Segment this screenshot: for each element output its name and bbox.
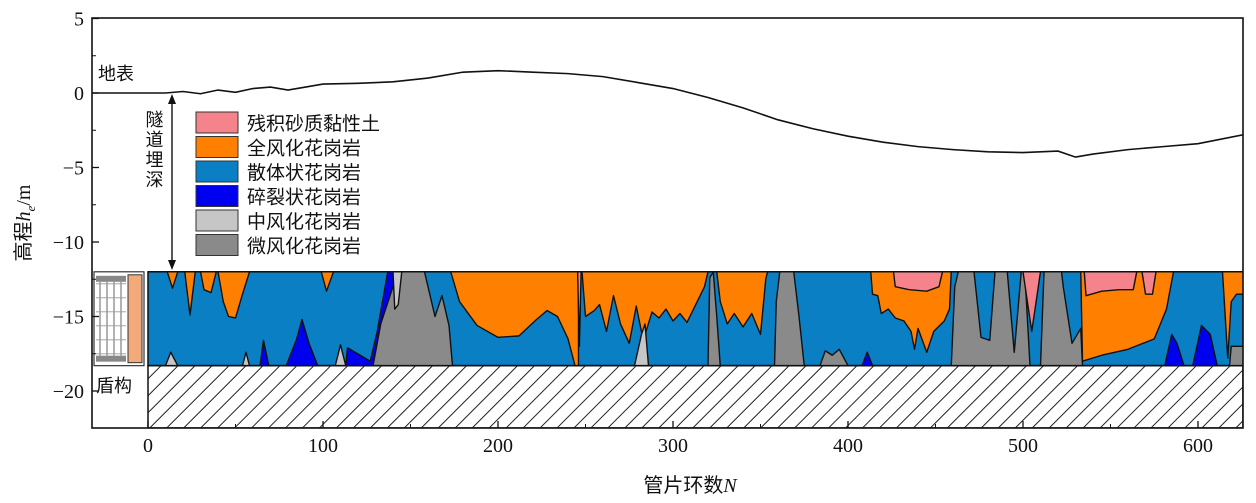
stratum-polygon bbox=[716, 271, 769, 336]
legend-swatch bbox=[195, 136, 239, 158]
shield-bottom-bar bbox=[96, 355, 126, 362]
depth-label: 隧道埋深 bbox=[143, 110, 164, 190]
legend-label: 残积砂质黏性土 bbox=[247, 113, 380, 135]
legend-label: 微风化花岗岩 bbox=[247, 236, 361, 258]
legend-label: 中风化花岗岩 bbox=[247, 211, 361, 233]
y-tick-label: 0 bbox=[74, 83, 84, 105]
shield-top-bar bbox=[96, 275, 126, 282]
x-tick-label: 200 bbox=[483, 435, 513, 457]
ground-surface-line bbox=[92, 69, 1243, 158]
x-tick-label: 500 bbox=[1008, 435, 1038, 457]
hatched-ground-below bbox=[147, 364, 1243, 428]
shield-label: 盾构 bbox=[96, 376, 132, 397]
y-tick-label: 5 bbox=[74, 9, 84, 31]
cutterhead bbox=[127, 274, 143, 364]
x-tick-label: 400 bbox=[833, 435, 863, 457]
legend-swatch bbox=[195, 209, 239, 232]
legend-swatch bbox=[195, 185, 239, 207]
x-tick-label: 0 bbox=[143, 435, 153, 457]
stratum-polygon bbox=[870, 271, 952, 353]
legend-label: 全风化花岗岩 bbox=[247, 138, 361, 160]
stratum-polygon bbox=[372, 271, 454, 367]
y-tick-label: −15 bbox=[53, 307, 84, 329]
y-tick-label: −20 bbox=[53, 381, 84, 403]
stratum-polygon bbox=[892, 271, 944, 292]
plot-frame bbox=[91, 17, 1244, 429]
shield-machine-icon bbox=[93, 271, 145, 367]
stratum-polygon bbox=[1228, 345, 1243, 367]
x-tick-label: 100 bbox=[308, 435, 338, 457]
legend-swatch bbox=[195, 111, 239, 134]
surface-label: 地表 bbox=[98, 64, 134, 85]
y-tick-label: −5 bbox=[63, 158, 84, 180]
x-tick-label: 600 bbox=[1183, 435, 1213, 457]
x-axis-label: 管片环数N bbox=[643, 473, 738, 497]
y-axis-label: 高程he/m bbox=[11, 184, 38, 261]
legend-label: 散体状花岗岩 bbox=[247, 162, 361, 184]
depth-arrow bbox=[168, 94, 176, 270]
stratum-polygon bbox=[1221, 271, 1243, 359]
legend-swatch bbox=[195, 234, 239, 256]
legend-label: 碎裂状花岗岩 bbox=[247, 187, 361, 209]
x-tick-label: 300 bbox=[658, 435, 688, 457]
stratum-polygon bbox=[581, 271, 709, 345]
y-tick-label: −10 bbox=[53, 232, 84, 254]
legend-swatch bbox=[195, 160, 239, 183]
